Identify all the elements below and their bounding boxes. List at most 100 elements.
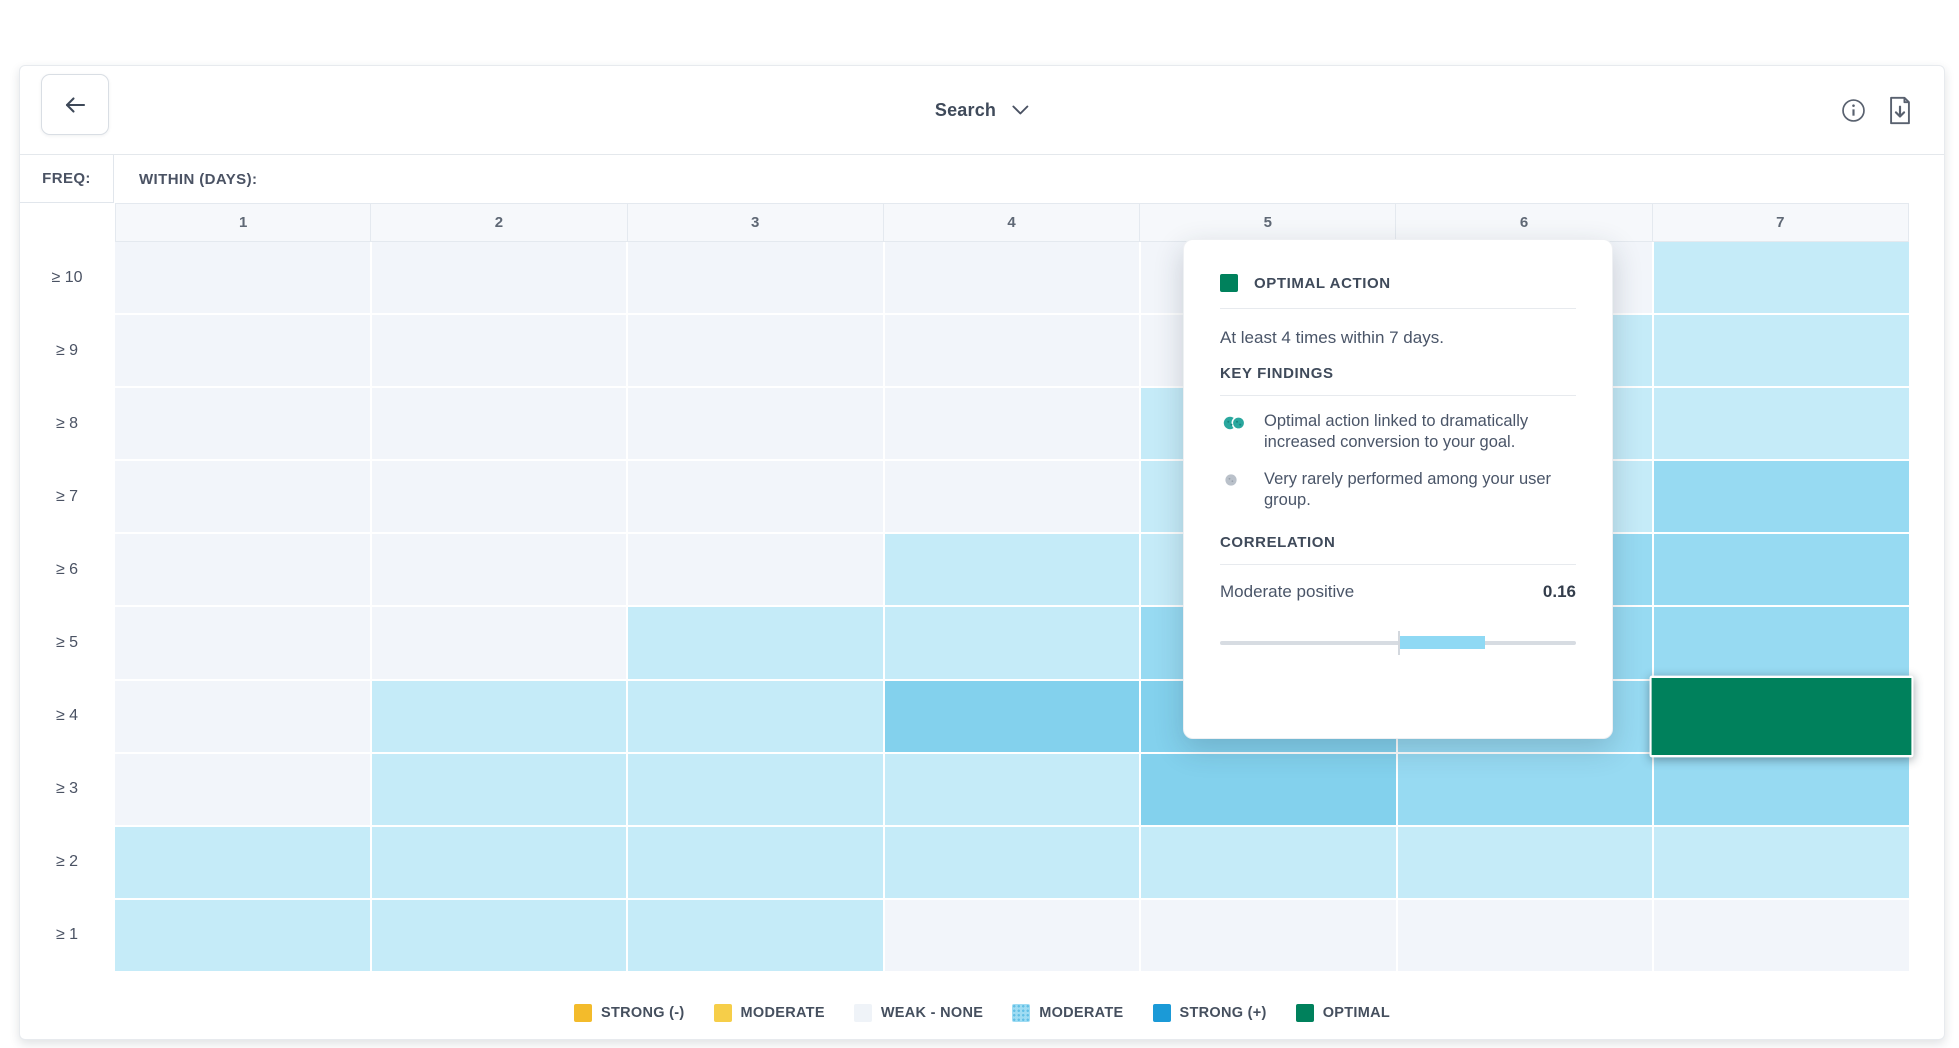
legend-swatch-icon <box>1012 1004 1031 1022</box>
search-dropdown[interactable]: Search <box>935 66 1029 155</box>
rarity-dot-icon <box>1220 469 1252 512</box>
divider <box>1220 563 1576 565</box>
row-labels: ≥ 10 ≥ 9 ≥ 8 ≥ 7 ≥ 6 ≥ 5 ≥ 4 ≥ 3 ≥ 2 ≥ 1 <box>20 242 114 971</box>
heatmap-cell[interactable] <box>1141 899 1396 971</box>
heatmap-cell[interactable] <box>884 388 1140 460</box>
heatmap-cell[interactable] <box>115 242 370 314</box>
heatmap-cell[interactable] <box>628 534 883 606</box>
row-label: ≥ 6 <box>55 561 79 579</box>
heatmap-cell[interactable] <box>628 242 883 314</box>
heatmap-cell[interactable] <box>115 534 370 606</box>
heatmap-cell[interactable] <box>115 388 370 460</box>
heatmap-cell[interactable] <box>115 826 370 898</box>
column-header: 6 <box>1396 203 1653 242</box>
heatmap-cell[interactable] <box>628 899 883 971</box>
popup-title: OPTIMAL ACTION <box>1254 274 1391 292</box>
info-icon <box>1840 97 1867 124</box>
finding-text: Optimal action linked to dramatically in… <box>1264 412 1529 452</box>
heatmap-cell[interactable] <box>884 534 1140 606</box>
heatmap-cell[interactable] <box>1654 753 1909 825</box>
heatmap-cell[interactable] <box>628 680 883 752</box>
heatmap-cell[interactable] <box>1654 242 1909 314</box>
heatmap-cell[interactable] <box>1654 388 1909 460</box>
heatmap-cell[interactable] <box>115 607 370 679</box>
optimal-heatmap-cell[interactable] <box>1649 675 1914 758</box>
heatmap-cell[interactable] <box>371 388 627 460</box>
heatmap-cell[interactable] <box>371 680 627 752</box>
correlation-row: Moderate positive 0.16 <box>1220 582 1576 602</box>
heatmap-cell[interactable] <box>884 680 1140 752</box>
legend-label: OPTIMAL <box>1322 1005 1391 1021</box>
heatmap-cell[interactable] <box>884 753 1140 825</box>
heatmap-cell[interactable] <box>371 242 627 314</box>
heatmap-cell[interactable] <box>115 315 370 387</box>
heatmap-cell[interactable] <box>628 607 883 679</box>
heatmap-cell[interactable] <box>1397 753 1653 825</box>
legend-item: WEAK - NONE <box>853 1004 983 1022</box>
heatmap-cell[interactable] <box>115 680 370 752</box>
heatmap-cell[interactable] <box>1141 753 1396 825</box>
heatmap-cell[interactable] <box>628 461 883 533</box>
correlation-label: Moderate positive <box>1220 581 1355 601</box>
heatmap-cell[interactable] <box>884 315 1140 387</box>
heatmap-cell[interactable] <box>628 826 883 898</box>
heatmap-cell[interactable] <box>371 607 627 679</box>
analysis-panel: Search <box>19 65 1945 1040</box>
heatmap-cell[interactable] <box>884 461 1140 533</box>
download-button[interactable] <box>1886 95 1914 126</box>
heatmap-cell[interactable] <box>115 753 370 825</box>
heatmap-cell[interactable] <box>371 826 627 898</box>
heatmap-cell[interactable] <box>884 826 1140 898</box>
heatmap-cell[interactable] <box>1397 899 1653 971</box>
optimal-action-description: At least 4 times within 7 days. <box>1220 328 1444 347</box>
correlation-value: 0.16 <box>1542 581 1576 601</box>
correlation-meter-zero-tick <box>1398 630 1400 655</box>
row-label: ≥ 8 <box>55 415 79 433</box>
heatmap-cell[interactable] <box>1654 461 1909 533</box>
heatmap-cell[interactable] <box>115 461 370 533</box>
back-button[interactable] <box>41 74 109 135</box>
divider <box>1220 308 1576 309</box>
heatmap-cell[interactable] <box>371 461 627 533</box>
heatmap-cell[interactable] <box>628 315 883 387</box>
heatmap-cell[interactable] <box>1654 534 1909 606</box>
legend-item: STRONG (+) <box>1152 1004 1267 1022</box>
heatmap-cell[interactable] <box>371 753 627 825</box>
optimal-swatch-icon <box>1220 274 1238 292</box>
heatmap-cell[interactable] <box>628 753 883 825</box>
correlation-meter-fill <box>1400 635 1486 649</box>
row-label: ≥ 3 <box>55 779 79 797</box>
heatmap-cell[interactable] <box>1397 826 1653 898</box>
within-days-axis-label: WITHIN (DAYS): <box>139 170 258 188</box>
finding-item: Very rarely performed among your user gr… <box>1220 469 1576 512</box>
correlation-heading: CORRELATION <box>1220 533 1336 551</box>
heatmap-cell[interactable] <box>1654 899 1909 971</box>
column-header: 1 <box>115 203 372 242</box>
column-header: 3 <box>627 203 884 242</box>
toolbar: Search <box>20 66 1944 155</box>
heatmap-cell[interactable] <box>884 607 1140 679</box>
heatmap-cell[interactable] <box>884 899 1140 971</box>
row-label: ≥ 7 <box>55 488 79 506</box>
legend-swatch-icon <box>1152 1004 1171 1022</box>
legend-item: OPTIMAL <box>1295 1004 1391 1022</box>
heatmap-cell[interactable] <box>628 388 883 460</box>
heatmap-cell[interactable] <box>371 534 627 606</box>
heatmap-cell[interactable] <box>371 899 627 971</box>
heatmap-cell[interactable] <box>371 315 627 387</box>
heatmap-cell[interactable] <box>115 899 370 971</box>
legend-label: MODERATE <box>1039 1005 1124 1021</box>
row-label: ≥ 2 <box>55 852 79 870</box>
chevron-down-icon <box>1012 105 1029 116</box>
heatmap-cell[interactable] <box>1141 826 1396 898</box>
legend-label: MODERATE <box>740 1005 825 1021</box>
freq-axis-label: FREQ: <box>42 170 91 187</box>
row-label: ≥ 4 <box>55 706 79 724</box>
info-button[interactable] <box>1840 97 1867 124</box>
heatmap-cell[interactable] <box>1654 315 1909 387</box>
heatmap-cell[interactable] <box>884 242 1140 314</box>
legend: STRONG (-) MODERATE WEAK - NONE MODERATE STR… <box>20 999 1944 1027</box>
optimal-action-popup: OPTIMAL ACTION At least 4 times within 7… <box>1183 239 1613 739</box>
heatmap-cell[interactable] <box>1654 826 1909 898</box>
heatmap-cell[interactable] <box>1654 607 1909 679</box>
